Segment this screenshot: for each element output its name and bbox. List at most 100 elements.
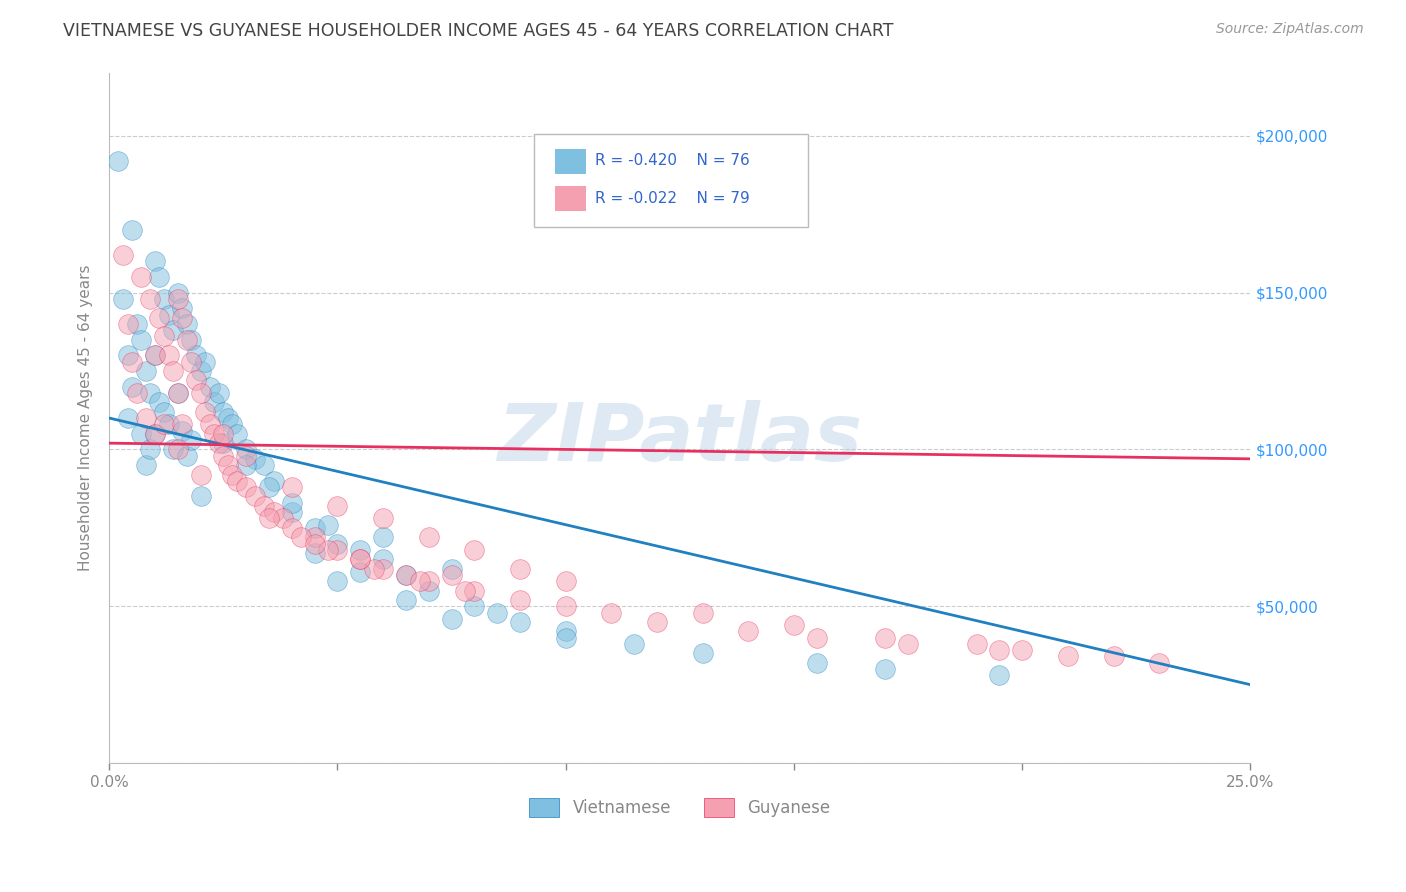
Point [509,593,531,607]
Point [440,568,463,582]
Point [326,499,349,513]
Point [148,310,170,325]
Point [235,442,257,457]
Point [125,317,148,331]
Point [153,329,176,343]
Point [176,449,198,463]
Point [117,411,139,425]
Point [418,583,440,598]
Point [554,631,576,645]
Point [235,458,257,472]
Point [208,436,231,450]
Point [373,552,395,566]
Text: Source: ZipAtlas.com: Source: ZipAtlas.com [1216,22,1364,37]
Point [143,254,166,268]
Point [509,561,531,575]
Point [194,405,217,419]
Point [153,417,176,432]
Point [318,542,340,557]
Point [107,153,129,168]
Point [121,223,143,237]
Point [253,458,276,472]
Point [463,542,485,557]
Point [440,612,463,626]
Point [623,637,645,651]
Point [125,386,148,401]
Point [226,474,249,488]
Point [257,511,280,525]
Point [129,333,152,347]
Point [304,546,326,560]
Point [166,386,188,401]
Text: VIETNAMESE VS GUYANESE HOUSEHOLDER INCOME AGES 45 - 64 YEARS CORRELATION CHART: VIETNAMESE VS GUYANESE HOUSEHOLDER INCOM… [63,22,894,40]
Point [281,480,304,494]
Point [157,348,180,362]
Point [198,380,221,394]
Point [737,624,759,639]
Point [111,248,134,262]
Point [1102,649,1125,664]
Point [875,662,897,676]
Point [281,496,304,510]
Point [143,426,166,441]
Point [966,637,988,651]
Point [129,269,152,284]
Point [463,583,485,598]
Point [139,292,162,306]
Point [645,615,668,629]
Point [245,490,267,504]
Point [806,656,828,670]
Point [253,499,276,513]
Point [395,568,418,582]
Point [117,317,139,331]
Point [217,411,239,425]
Point [463,599,485,614]
Point [418,574,440,589]
Point [121,380,143,394]
Point [212,436,235,450]
Point [326,542,349,557]
Point [172,424,194,438]
Point [373,561,395,575]
Point [190,386,212,401]
Point [783,618,806,632]
Point [349,552,371,566]
Point [875,631,897,645]
Point [148,395,170,409]
Point [486,606,509,620]
Point [281,505,304,519]
Point [235,480,257,494]
Point [202,395,225,409]
Point [263,474,285,488]
Point [212,405,235,419]
Point [440,561,463,575]
Point [121,354,143,368]
Point [135,458,157,472]
Point [139,442,162,457]
Point [395,568,418,582]
Point [281,521,304,535]
Point [692,606,714,620]
Point [139,386,162,401]
Point [988,668,1011,682]
Point [153,292,176,306]
Point [988,643,1011,657]
Point [271,511,294,525]
Point [897,637,920,651]
Point [143,348,166,362]
Point [554,574,576,589]
Point [184,373,207,387]
Point [176,333,198,347]
Point [290,530,312,544]
Point [148,269,170,284]
Point [454,583,477,598]
Point [304,536,326,550]
Point [217,458,239,472]
Point [235,449,257,463]
Text: R = -0.022    N = 79: R = -0.022 N = 79 [595,191,749,205]
Point [395,593,418,607]
Point [1147,656,1170,670]
Point [172,310,194,325]
Point [349,565,371,579]
Point [208,386,231,401]
